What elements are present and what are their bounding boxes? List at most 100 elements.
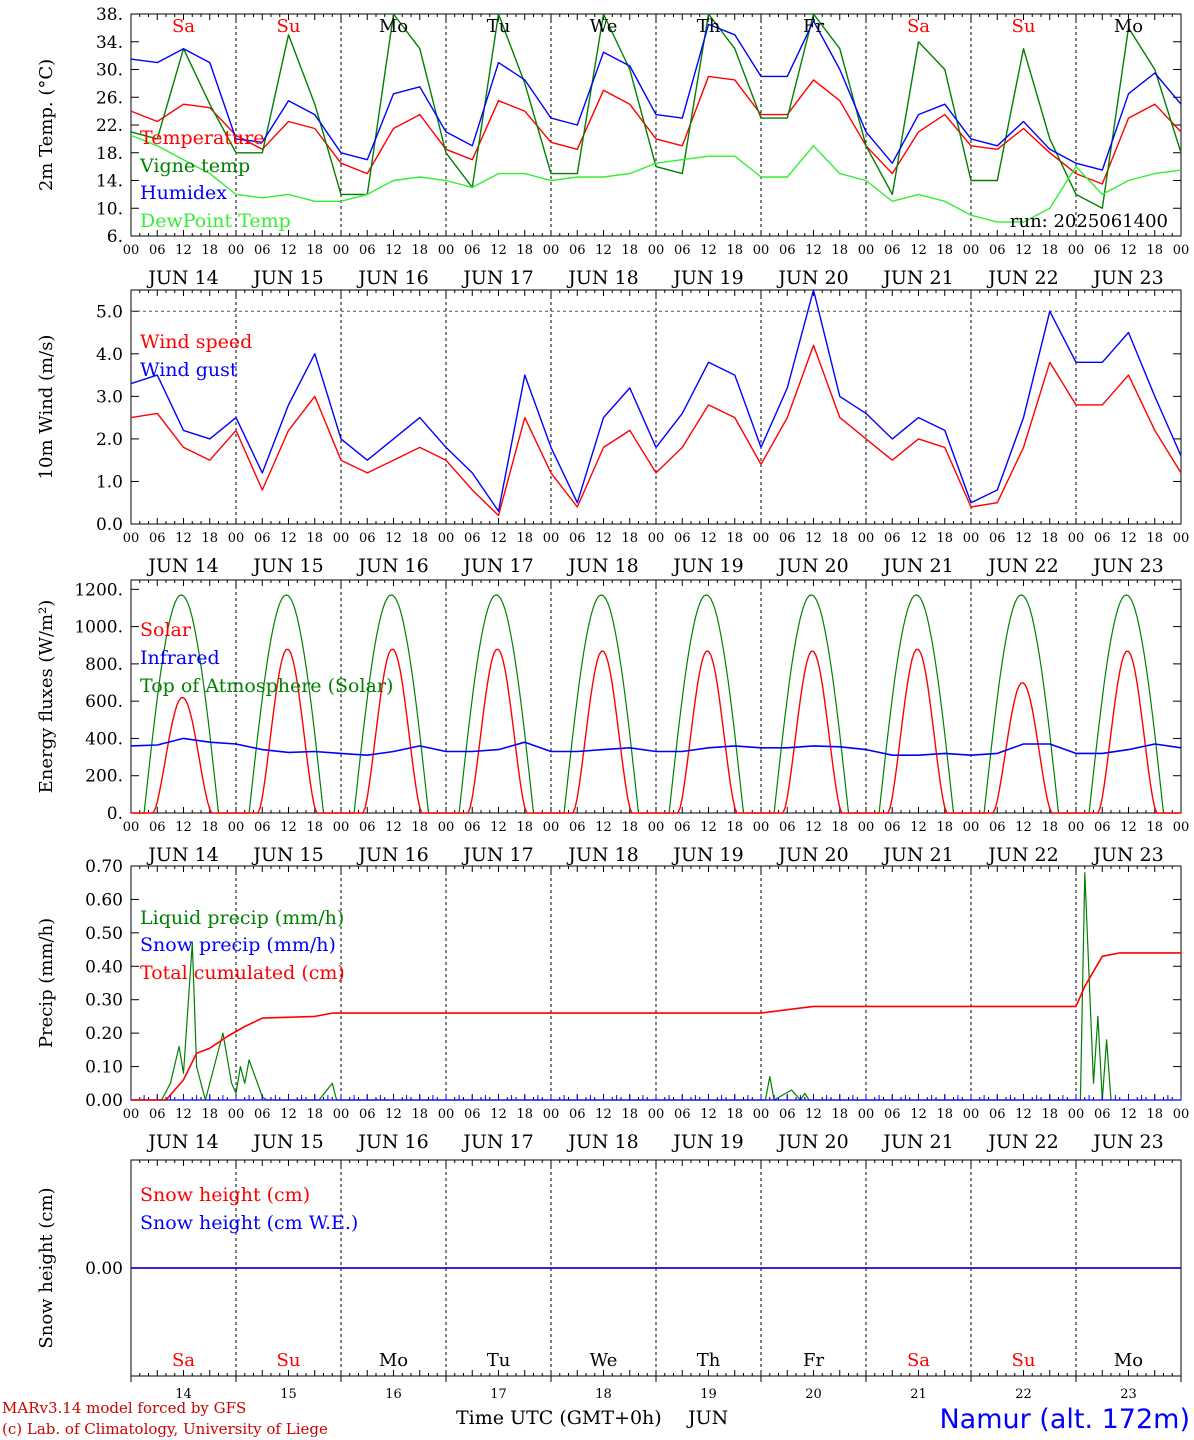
- date-label: JUN 16: [356, 844, 428, 866]
- hour-tick-label: 06: [149, 1107, 166, 1122]
- hour-tick-label: 12: [1120, 531, 1137, 546]
- y-axis-label: 10m Wind (m/s): [36, 335, 57, 480]
- hour-tick-label: 12: [1120, 820, 1137, 835]
- legend-entry: Snow precip (mm/h): [140, 934, 336, 956]
- y-tick-label: 1000.: [74, 618, 123, 638]
- y-tick-label: 5.0: [96, 302, 123, 322]
- hour-tick-label: 00: [543, 1107, 560, 1122]
- hour-tick-label: 12: [700, 820, 717, 835]
- hour-tick-label: 12: [1015, 820, 1032, 835]
- hour-tick-label: 18: [831, 1107, 848, 1122]
- hour-tick-label: 12: [595, 820, 612, 835]
- hour-tick-label: 12: [700, 1107, 717, 1122]
- date-label: JUN 19: [671, 844, 743, 866]
- day-name-label: Mo: [1114, 1350, 1143, 1371]
- y-tick-label: 0.00: [85, 1259, 123, 1279]
- hour-tick-label: 12: [175, 1107, 192, 1122]
- y-tick-label: 22.: [96, 116, 123, 136]
- hour-tick-label: 00: [1173, 243, 1190, 258]
- hour-tick-label: 18: [726, 1107, 743, 1122]
- date-label: JUN 21: [881, 267, 953, 289]
- hour-tick-label: 06: [464, 531, 481, 546]
- hour-tick-label: 00: [963, 1107, 980, 1122]
- hour-tick-label: 00: [1068, 243, 1085, 258]
- date-label: JUN 17: [461, 1131, 533, 1153]
- date-label: JUN 20: [776, 1131, 848, 1153]
- hour-tick-label: 00: [648, 820, 665, 835]
- y-tick-label: 0.70: [85, 857, 123, 877]
- y-axis-label: Energy fluxes (W/m²): [36, 600, 57, 794]
- date-label: JUN 14: [146, 267, 218, 289]
- run-label: run: 2025061400: [1010, 211, 1168, 232]
- hour-tick-label: 06: [464, 820, 481, 835]
- hour-tick-label: 00: [858, 243, 875, 258]
- y-tick-label: 0.20: [85, 1024, 123, 1044]
- hour-tick-label: 12: [1015, 531, 1032, 546]
- day-name-label: Mo: [379, 1350, 408, 1371]
- hour-tick-label: 18: [1146, 243, 1163, 258]
- hour-tick-label: 06: [989, 531, 1006, 546]
- hour-tick-label: 00: [648, 531, 665, 546]
- day-number-label: 14: [175, 1387, 192, 1402]
- hour-tick-label: 12: [910, 243, 927, 258]
- hour-tick-label: 00: [123, 531, 140, 546]
- hour-tick-label: 00: [648, 1107, 665, 1122]
- day-name-label: Tu: [487, 16, 511, 37]
- hour-tick-label: 12: [910, 820, 927, 835]
- date-label: JUN 22: [986, 1131, 1058, 1153]
- hour-tick-label: 06: [674, 243, 691, 258]
- hour-tick-label: 18: [1146, 1107, 1163, 1122]
- date-label: JUN 17: [461, 267, 533, 289]
- hour-tick-label: 18: [201, 820, 218, 835]
- day-name-label: Su: [277, 16, 301, 37]
- hour-tick-label: 06: [884, 531, 901, 546]
- date-label: JUN 23: [1091, 555, 1163, 577]
- hour-tick-label: 06: [884, 1107, 901, 1122]
- hour-tick-label: 00: [543, 820, 560, 835]
- day-name-label: Tu: [487, 1350, 511, 1371]
- hour-tick-label: 00: [858, 531, 875, 546]
- hour-tick-label: 18: [936, 1107, 953, 1122]
- hour-tick-label: 00: [1173, 1107, 1190, 1122]
- hour-tick-label: 18: [936, 243, 953, 258]
- hour-tick-label: 06: [1094, 1107, 1111, 1122]
- hour-tick-label: 06: [149, 820, 166, 835]
- y-tick-label: 400.: [85, 729, 123, 749]
- y-tick-label: 6.: [107, 227, 123, 247]
- date-label: JUN 23: [1091, 844, 1163, 866]
- day-number-label: 17: [490, 1387, 507, 1402]
- day-name-label: Mo: [379, 16, 408, 37]
- series-line-dewpoint-temp: [130, 134, 1182, 223]
- hour-tick-label: 00: [438, 820, 455, 835]
- hour-tick-label: 12: [385, 531, 402, 546]
- hour-tick-label: 00: [963, 531, 980, 546]
- hour-tick-label: 00: [1068, 531, 1085, 546]
- hour-tick-label: 12: [805, 820, 822, 835]
- day-name-label: Sa: [172, 16, 195, 37]
- hour-tick-label: 18: [516, 820, 533, 835]
- date-label: JUN 18: [566, 267, 638, 289]
- hour-tick-label: 18: [201, 1107, 218, 1122]
- hour-tick-label: 18: [516, 243, 533, 258]
- y-tick-label: 0.0: [96, 515, 123, 535]
- day-number-label: 22: [1015, 1387, 1032, 1402]
- day-name-label: Mo: [1114, 16, 1143, 37]
- hour-tick-label: 00: [123, 243, 140, 258]
- hour-tick-label: 12: [910, 531, 927, 546]
- hour-tick-label: 18: [1041, 820, 1058, 835]
- hour-tick-label: 18: [621, 531, 638, 546]
- hour-tick-label: 18: [621, 1107, 638, 1122]
- hour-tick-label: 06: [359, 531, 376, 546]
- day-number-label: 20: [805, 1387, 822, 1402]
- date-label: JUN 14: [146, 1131, 218, 1153]
- y-tick-label: 30.: [96, 61, 123, 81]
- hour-tick-label: 06: [569, 531, 586, 546]
- hour-tick-label: 00: [333, 243, 350, 258]
- date-label: JUN 18: [566, 844, 638, 866]
- hour-tick-label: 00: [228, 1107, 245, 1122]
- hour-tick-label: 00: [963, 820, 980, 835]
- date-label: JUN 22: [986, 267, 1058, 289]
- day-name-label: We: [590, 16, 618, 37]
- hour-tick-label: 18: [1041, 243, 1058, 258]
- hour-tick-label: 00: [543, 531, 560, 546]
